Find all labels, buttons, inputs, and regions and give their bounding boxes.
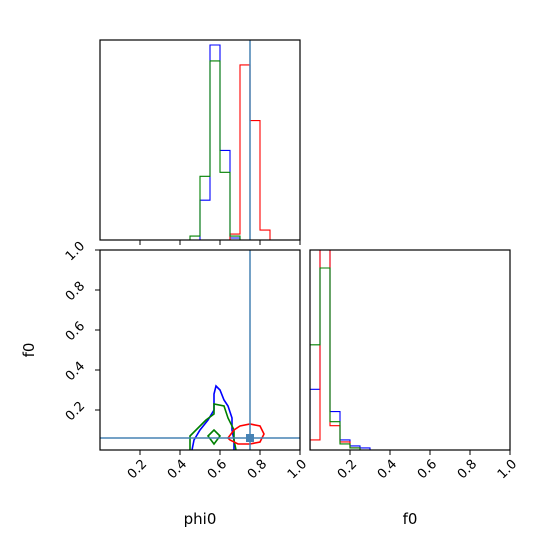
f0-y-tick-label: 1.0	[63, 239, 88, 264]
contour-1	[189, 403, 237, 450]
f0-y-tick-label: 0.6	[63, 319, 88, 344]
phi0-tick-label: 0.8	[245, 457, 270, 482]
f0-y-tick-label: 0.8	[63, 279, 88, 304]
phi0-tick-label: 0.6	[205, 457, 230, 482]
phi0-hist-frame	[99, 39, 301, 241]
f0-x-tick-label: 0.8	[455, 457, 480, 482]
f0-hist-frame	[309, 249, 511, 451]
f0-x-tick-label: 0.2	[335, 457, 360, 482]
x-axis-label-f0: f0	[403, 510, 418, 528]
contour-3	[226, 423, 265, 445]
x-axis-label-phi0: phi0	[184, 510, 217, 528]
phi0-hist-series-1	[180, 64, 271, 240]
phi0-histogram-panel	[99, 39, 301, 245]
f0-x-tick-label: 1.0	[495, 457, 520, 482]
f0-x-tick-label: 0.4	[375, 457, 400, 482]
contour-0	[191, 384, 235, 450]
phi0-f0-contour-panel: 0.2 0.4 0.6 0.8 1.0 0.2 0.4 0.6 0.8 1.0	[63, 239, 310, 482]
phi0-tick-label: 0.4	[165, 457, 190, 482]
f0-y-tick-label: 0.2	[63, 399, 88, 424]
f0-y-tick-label: 0.4	[63, 359, 88, 384]
phi0-tick-label: 1.0	[285, 457, 310, 482]
truth-marker	[246, 434, 254, 442]
phi0-tick-label: 0.2	[125, 457, 150, 482]
f0-histogram-panel: 0.2 0.4 0.6 0.8 1.0	[309, 249, 520, 482]
phi0-hist-series-0	[180, 44, 270, 240]
f0-x-tick-label: 0.6	[415, 457, 440, 482]
contour-frame	[99, 249, 301, 451]
phi0-hist-series-2	[180, 60, 270, 240]
y-axis-label-f0: f0	[20, 343, 38, 358]
contour-2	[206, 428, 222, 446]
